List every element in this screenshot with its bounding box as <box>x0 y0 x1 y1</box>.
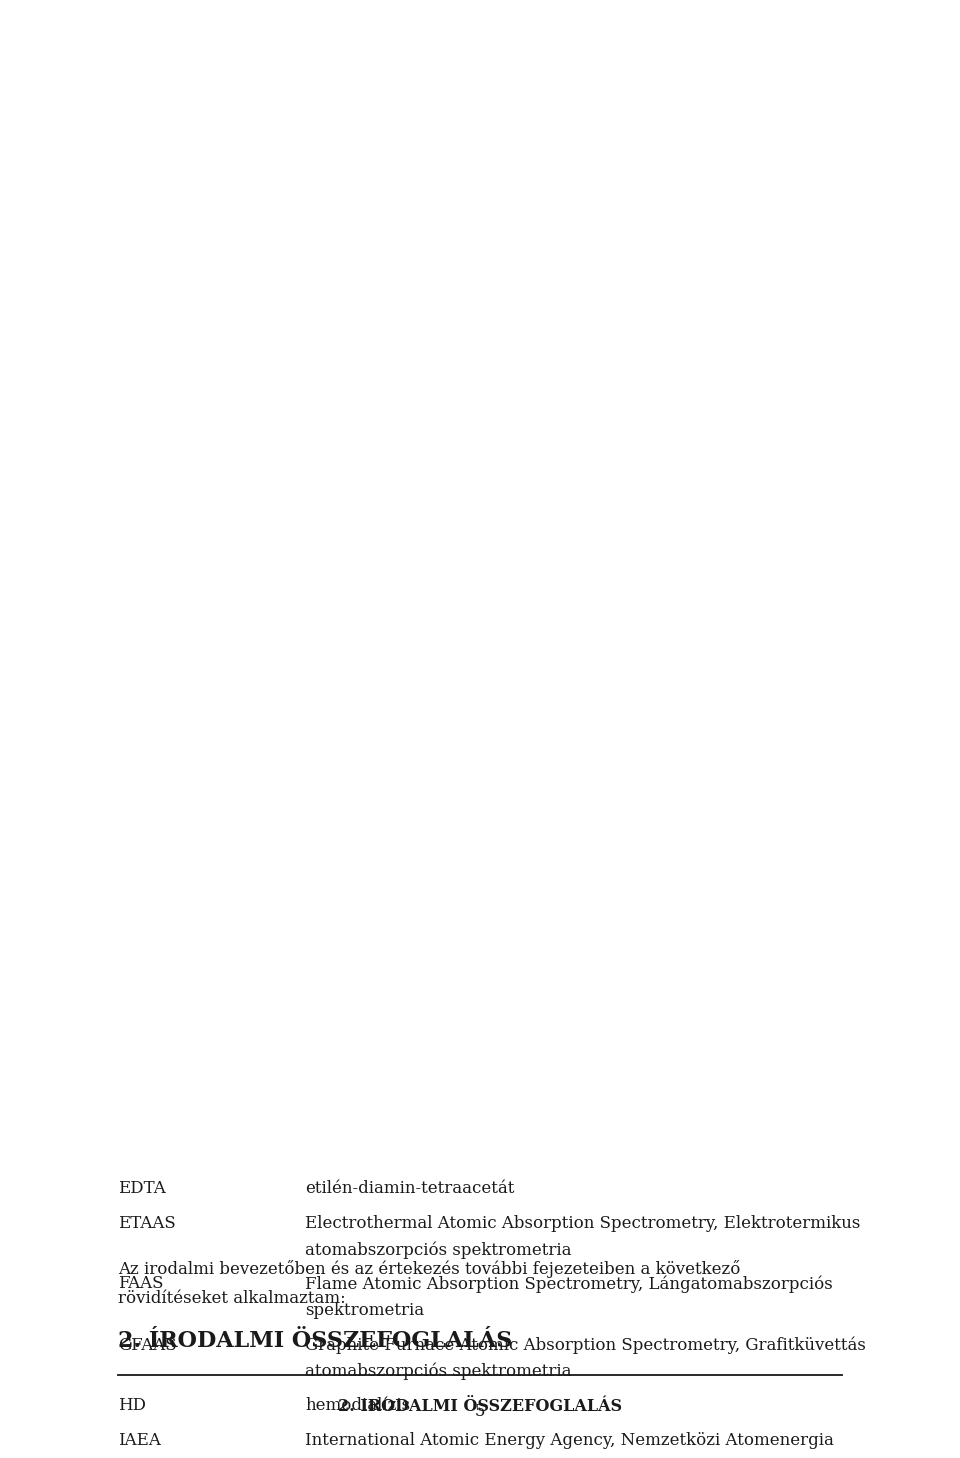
Text: Graphite Furnace Atomic Absorption Spectrometry, Grafitküvettás: Graphite Furnace Atomic Absorption Spect… <box>305 1337 866 1354</box>
Text: IAEA: IAEA <box>118 1432 161 1449</box>
Text: EDTA: EDTA <box>118 1180 166 1197</box>
Text: hemodialízis: hemodialízis <box>305 1398 410 1414</box>
Text: FAAS: FAAS <box>118 1276 163 1292</box>
Text: atomabszorpciós spektrometria: atomabszorpciós spektrometria <box>305 1241 571 1258</box>
Text: Az irodalmi bevezetőben és az értekezés további fejezeteiben a következő: Az irodalmi bevezetőben és az értekezés … <box>118 1260 740 1279</box>
Text: International Atomic Energy Agency, Nemzetközi Atomenergia: International Atomic Energy Agency, Nemz… <box>305 1432 834 1449</box>
Text: HD: HD <box>118 1398 146 1414</box>
Text: GFAAS: GFAAS <box>118 1337 177 1353</box>
Text: Flame Atomic Absorption Spectrometry, Lángatomabszorpciós: Flame Atomic Absorption Spectrometry, Lá… <box>305 1276 832 1293</box>
Text: 2. IRODALMI ÖSSZEFOGLALÁS: 2. IRODALMI ÖSSZEFOGLALÁS <box>338 1398 622 1416</box>
Text: ETAAS: ETAAS <box>118 1215 176 1232</box>
Text: spektrometria: spektrometria <box>305 1302 424 1319</box>
Text: rövidítéseket alkalmaztam:: rövidítéseket alkalmaztam: <box>118 1290 346 1308</box>
Text: atomabszorpciós spektrometria: atomabszorpciós spektrometria <box>305 1363 571 1381</box>
Text: etilén-diamin-tetraacetát: etilén-diamin-tetraacetát <box>305 1180 515 1197</box>
Text: Electrothermal Atomic Absorption Spectrometry, Elektrotermikus: Electrothermal Atomic Absorption Spectro… <box>305 1215 860 1232</box>
Text: 2. ÍRODALMI ÖSSZEFOGLALÁS: 2. ÍRODALMI ÖSSZEFOGLALÁS <box>118 1330 513 1352</box>
Text: 5: 5 <box>475 1403 485 1420</box>
